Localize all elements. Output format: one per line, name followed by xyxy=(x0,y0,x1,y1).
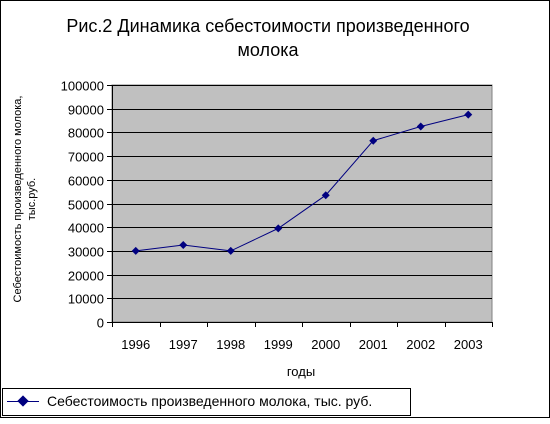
y-tick-label-60000: 60000 xyxy=(68,174,104,189)
y-tick-label-20000: 20000 xyxy=(68,269,104,284)
legend-label: Себестоимость произведенного молока, тыс… xyxy=(47,393,373,409)
y-tick-label-70000: 70000 xyxy=(68,150,104,165)
x-tick-label-1996: 1996 xyxy=(121,337,150,352)
x-tick-label-2002: 2002 xyxy=(406,337,435,352)
chart-title-line-2: молока xyxy=(238,40,300,60)
legend: Себестоимость произведенного молока, тыс… xyxy=(2,388,411,416)
y-tick-label-50000: 50000 xyxy=(68,198,104,213)
y-tick-label-10000: 10000 xyxy=(68,292,104,307)
x-tick-label-1997: 1997 xyxy=(169,337,198,352)
y-axis-title-line-1: Себестоимость произведенного молока, xyxy=(12,96,24,303)
x-tick-label-1999: 1999 xyxy=(264,337,293,352)
data-point-1998 xyxy=(226,246,235,255)
data-point-2000 xyxy=(321,191,330,200)
data-point-2001 xyxy=(369,136,378,145)
plot-background xyxy=(111,84,493,323)
data-point-2002 xyxy=(416,122,425,131)
y-tick-label-40000: 40000 xyxy=(68,221,104,236)
x-tick-label-2000: 2000 xyxy=(311,337,340,352)
y-axis-title-line-2: тыс.руб. xyxy=(26,178,38,220)
x-axis-title: годы xyxy=(287,364,315,379)
legend-marker-diamond-icon xyxy=(17,395,29,407)
plot-layer: 0 10000 20000 30000 40000 50000 60000 70000 8000… xyxy=(61,79,493,352)
data-point-2003 xyxy=(464,110,473,119)
y-tick-label-80000: 80000 xyxy=(68,126,104,141)
y-tick-label-100000: 100000 xyxy=(61,79,104,94)
x-tick-label-1998: 1998 xyxy=(216,337,245,352)
y-tick-label-90000: 90000 xyxy=(68,103,104,118)
y-tick-label-30000: 30000 xyxy=(68,245,104,260)
chart-title-line-1: Рис.2 Динамика себестоимости произведенн… xyxy=(66,16,469,36)
data-point-1999 xyxy=(274,224,283,233)
data-point-1996 xyxy=(131,246,140,255)
x-tick-label-2003: 2003 xyxy=(454,337,483,352)
x-tick-label-2001: 2001 xyxy=(359,337,388,352)
data-point-1997 xyxy=(179,240,188,249)
series-line-0 xyxy=(135,114,469,252)
y-tick-label-0: 0 xyxy=(97,316,104,331)
